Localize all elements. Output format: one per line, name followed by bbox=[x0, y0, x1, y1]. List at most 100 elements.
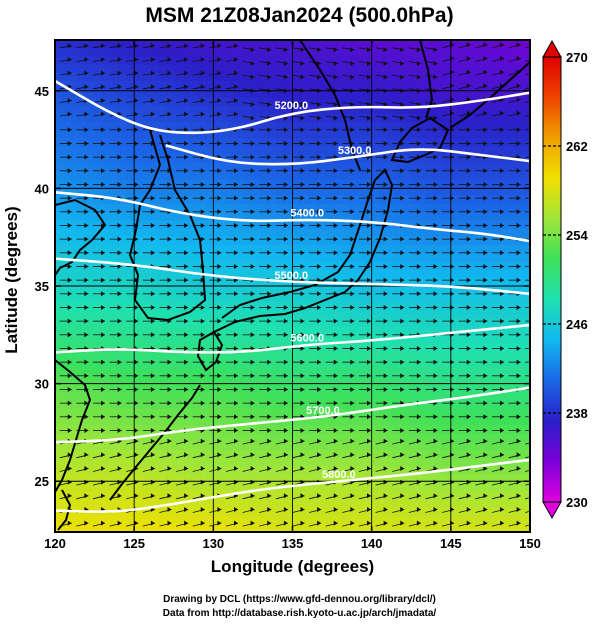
field-cell bbox=[284, 245, 294, 254]
field-cell bbox=[347, 441, 357, 451]
wind-arrow bbox=[325, 452, 338, 459]
field-cell bbox=[316, 163, 325, 172]
field-cell bbox=[229, 441, 238, 451]
field-cell bbox=[292, 335, 302, 344]
field-cell bbox=[363, 515, 373, 525]
field-cell bbox=[387, 318, 397, 328]
field-cell bbox=[522, 187, 530, 197]
field-cell bbox=[482, 269, 492, 279]
field-cell bbox=[181, 187, 191, 197]
field-cell bbox=[110, 310, 119, 320]
field-cell bbox=[62, 310, 72, 320]
field-cell bbox=[276, 154, 286, 164]
field-cell bbox=[522, 81, 530, 90]
field-cell bbox=[514, 236, 523, 246]
wind-arrow bbox=[226, 345, 238, 351]
field-cell bbox=[197, 441, 207, 451]
field-cell bbox=[157, 122, 167, 131]
field-cell bbox=[498, 523, 507, 532]
wind-arrow bbox=[475, 332, 488, 338]
wind-arrow bbox=[408, 60, 421, 66]
wind-arrow bbox=[142, 168, 155, 174]
field-cell bbox=[165, 466, 175, 476]
field-cell bbox=[506, 236, 515, 246]
field-cell bbox=[284, 458, 294, 467]
wind-arrow bbox=[408, 47, 421, 53]
field-cell bbox=[221, 417, 230, 426]
field-cell bbox=[78, 335, 88, 344]
field-cell bbox=[482, 417, 492, 426]
field-cell bbox=[395, 245, 404, 254]
field-cell bbox=[419, 482, 428, 492]
field-cell bbox=[395, 507, 404, 517]
wind-arrow bbox=[475, 400, 488, 406]
field-cell bbox=[340, 335, 349, 344]
wind-arrow bbox=[392, 493, 405, 500]
wind-arrow bbox=[109, 427, 122, 433]
field-cell bbox=[458, 310, 468, 320]
wind-arrow bbox=[475, 181, 488, 187]
field-cell bbox=[458, 318, 468, 328]
field-cell bbox=[363, 433, 373, 443]
field-cell bbox=[102, 245, 112, 254]
field-cell bbox=[245, 228, 254, 238]
field-cell bbox=[411, 409, 420, 418]
wind-arrow bbox=[325, 520, 338, 527]
field-cell bbox=[173, 212, 183, 221]
field-cell bbox=[482, 318, 492, 328]
field-cell bbox=[466, 204, 476, 213]
field-cell bbox=[435, 286, 444, 295]
field-cell bbox=[165, 318, 175, 328]
field-cell bbox=[466, 286, 476, 295]
field-cell bbox=[300, 294, 309, 303]
field-cell bbox=[173, 72, 183, 82]
field-cell bbox=[458, 113, 468, 123]
field-cell bbox=[94, 310, 104, 320]
field-cell bbox=[387, 261, 397, 271]
wind-arrow bbox=[192, 452, 205, 459]
field-cell bbox=[490, 245, 499, 254]
field-cell bbox=[126, 343, 135, 353]
field-cell bbox=[94, 327, 104, 336]
field-cell bbox=[189, 171, 199, 180]
wind-arrow bbox=[225, 465, 239, 472]
field-cell bbox=[355, 171, 365, 180]
wind-arrow bbox=[192, 127, 205, 133]
field-cell bbox=[245, 48, 254, 57]
field-cell bbox=[126, 236, 135, 246]
field-cell bbox=[340, 105, 349, 115]
field-cell bbox=[292, 81, 302, 90]
wind-arrow bbox=[93, 277, 105, 283]
wind-arrow bbox=[126, 43, 139, 49]
field-cell bbox=[474, 212, 484, 221]
field-cell bbox=[450, 318, 460, 328]
field-cell bbox=[229, 335, 238, 344]
field-cell bbox=[181, 286, 191, 295]
field-cell bbox=[260, 72, 270, 82]
field-cell bbox=[300, 359, 309, 369]
field-cell bbox=[395, 294, 404, 303]
field-cell bbox=[205, 515, 214, 525]
field-cell bbox=[110, 187, 119, 197]
field-cell bbox=[363, 507, 373, 517]
field-cell bbox=[498, 318, 507, 328]
field-cell bbox=[340, 376, 349, 385]
field-cell bbox=[379, 376, 389, 385]
field-cell bbox=[197, 318, 207, 328]
field-cell bbox=[419, 474, 428, 484]
field-cell bbox=[237, 89, 246, 98]
field-cell bbox=[435, 89, 444, 98]
field-cell bbox=[62, 113, 72, 123]
field-cell bbox=[292, 195, 302, 205]
field-cell bbox=[292, 204, 302, 213]
field-cell bbox=[197, 392, 207, 402]
field-cell bbox=[62, 204, 72, 213]
wind-arrow bbox=[242, 209, 255, 215]
field-cell bbox=[474, 392, 484, 402]
field-cell bbox=[482, 154, 492, 164]
wind-arrow bbox=[475, 452, 488, 459]
wind-arrow bbox=[159, 111, 172, 117]
field-cell bbox=[506, 179, 515, 189]
wind-arrow bbox=[226, 400, 238, 406]
wind-arrow bbox=[226, 414, 238, 420]
